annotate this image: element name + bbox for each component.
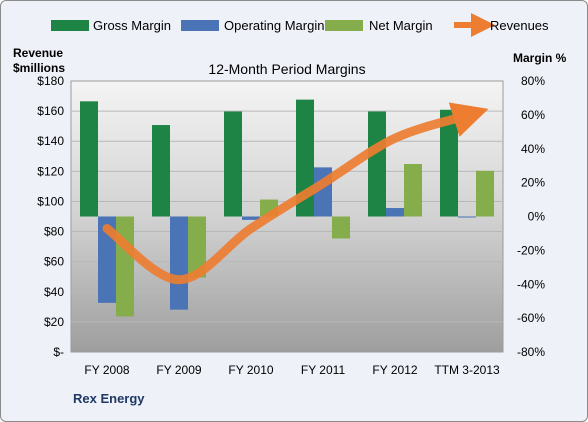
revenues-line xyxy=(102,102,489,285)
left-tick-label: $60 xyxy=(44,255,64,269)
right-tick-label: 60% xyxy=(521,108,545,122)
left-tick-label: $160 xyxy=(37,104,64,118)
left-tick-label: $20 xyxy=(44,315,64,329)
operating-margin-bar xyxy=(242,216,260,220)
left-tick-label: $- xyxy=(53,345,64,359)
gross-margin-bar xyxy=(80,101,98,217)
right-axis-ticks: -80% -60% -40% -20% 0% 20% 40% 60% 80% xyxy=(517,74,545,359)
right-tick-label: 0% xyxy=(528,210,546,224)
revenue-line-group xyxy=(102,102,489,285)
left-axis-title-line1: Revenue xyxy=(13,46,63,60)
operating-margin-bar xyxy=(386,208,404,217)
gross-margin-bar xyxy=(368,111,386,217)
left-tick-label: $100 xyxy=(37,194,64,208)
gross-margin-bar xyxy=(224,111,242,217)
legend: Gross Margin Operating Margin Net Margin… xyxy=(51,13,549,37)
category-tick-label: TTM 3-2013 xyxy=(434,363,500,377)
category-axis-ticks: FY 2008 FY 2009 FY 2010 FY 2011 FY 2012 TTM 3… xyxy=(84,363,500,377)
left-tick-label: $180 xyxy=(37,74,64,88)
net-margin-bar xyxy=(188,216,206,278)
right-tick-label: -80% xyxy=(517,345,545,359)
legend-label-operating-margin: Operating Margin xyxy=(224,18,324,33)
left-axis-ticks: $- $20 $40 $60 $80 $100 $120 $140 $160 $180 xyxy=(37,74,64,359)
right-tick-label: 80% xyxy=(521,74,545,88)
net-margin-bar xyxy=(404,163,422,217)
category-tick-label: FY 2008 xyxy=(84,363,129,377)
left-tick-label: $80 xyxy=(44,225,64,239)
right-tick-label: 20% xyxy=(521,176,545,190)
operating-margin-bar xyxy=(458,216,476,218)
right-axis-title: Margin % xyxy=(513,51,567,65)
right-tick-label: -60% xyxy=(517,311,545,325)
net-margin-bar xyxy=(116,216,134,317)
category-tick-label: FY 2009 xyxy=(156,363,201,377)
net-margin-bar xyxy=(332,216,350,239)
bars xyxy=(80,99,494,317)
right-tick-label: 40% xyxy=(521,142,545,156)
category-tick-label: FY 2011 xyxy=(301,363,346,377)
chart-title: 12-Month Period Margins xyxy=(208,61,365,77)
legend-swatch-net-margin xyxy=(325,20,363,31)
right-tick-label: -40% xyxy=(517,277,545,291)
operating-margin-bar xyxy=(170,216,188,310)
legend-label-revenues: Revenues xyxy=(490,18,549,33)
net-margin-bar xyxy=(476,170,494,217)
right-tick-label: -20% xyxy=(517,243,545,257)
legend-swatch-gross-margin xyxy=(51,20,89,31)
legend-swatch-operating-margin xyxy=(181,20,219,31)
category-tick-label: FY 2010 xyxy=(228,363,273,377)
category-tick-label: FY 2012 xyxy=(372,363,417,377)
left-tick-label: $40 xyxy=(44,285,64,299)
left-axis-title-line2: $millions xyxy=(13,61,65,75)
company-label: Rex Energy xyxy=(73,391,145,406)
gross-margin-bar xyxy=(152,125,170,217)
legend-label-net-margin: Net Margin xyxy=(369,18,433,33)
left-tick-label: $120 xyxy=(37,164,64,178)
legend-label-gross-margin: Gross Margin xyxy=(93,18,171,33)
left-tick-label: $140 xyxy=(37,134,64,148)
